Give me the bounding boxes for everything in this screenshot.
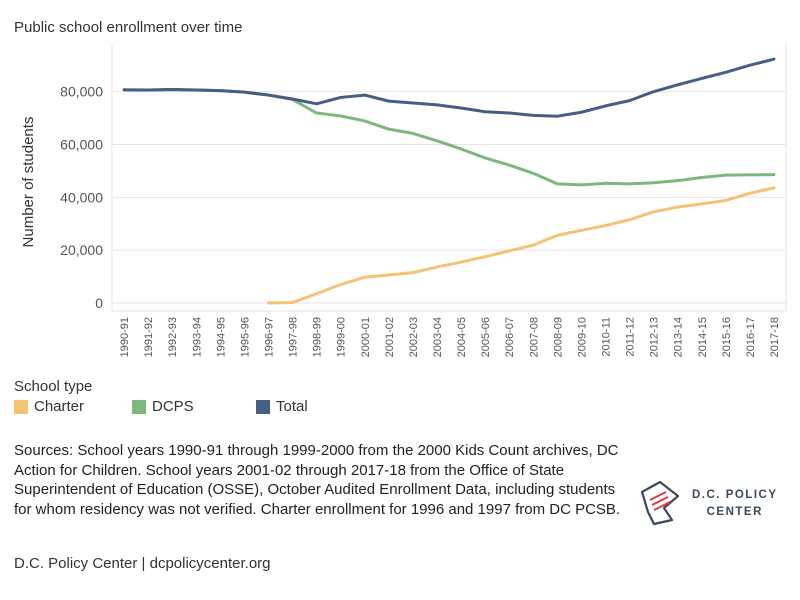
x-tick-label: 2015-16 xyxy=(721,317,733,357)
x-tick-label: 2006-07 xyxy=(504,317,516,357)
x-tick-label: 2003-04 xyxy=(432,317,444,357)
x-tick-label: 2013-14 xyxy=(673,317,685,357)
x-tick-label: 2012-13 xyxy=(649,317,661,357)
logo-line1: D.C. POLICY xyxy=(692,489,778,501)
legend-swatch-total xyxy=(256,399,270,414)
y-axis-label: Number of students xyxy=(20,117,37,248)
x-tick-label: 2016-17 xyxy=(745,317,757,357)
x-tick-label: 1993-94 xyxy=(191,317,203,357)
x-tick-label: 2002-03 xyxy=(408,317,420,357)
legend-item-dcps[interactable]: DCPS xyxy=(132,398,194,415)
logo-line2: CENTER xyxy=(706,506,763,518)
x-tick-label: 2010-11 xyxy=(600,317,612,357)
x-tick-label: 2014-15 xyxy=(697,317,709,357)
x-tick-label: 2011-12 xyxy=(625,317,637,357)
x-tick-label: 2008-09 xyxy=(552,317,564,357)
x-tick-label: 1991-92 xyxy=(143,317,155,357)
x-tick-label: 1992-93 xyxy=(167,317,179,357)
series-lines xyxy=(122,57,776,305)
x-tick-label: 2005-06 xyxy=(480,317,492,357)
x-tick-label: 1995-96 xyxy=(239,317,251,357)
x-tick-label: 2000-01 xyxy=(360,317,372,357)
x-tick-label: 2001-02 xyxy=(384,317,396,357)
y-tick-label: 20,000 xyxy=(60,242,103,258)
footer-credit: D.C. Policy Center | dcpolicycenter.org xyxy=(14,555,271,572)
dc-map-icon xyxy=(640,480,680,526)
legend-label-charter: Charter xyxy=(34,398,85,415)
series-line-dcps[interactable] xyxy=(122,88,776,187)
y-tick-labels: 0 20,000 40,000 60,000 80,000 xyxy=(60,84,103,311)
y-tick-label: 80,000 xyxy=(60,84,103,100)
x-tick-label: 2004-05 xyxy=(456,317,468,357)
x-tick-label: 1990-91 xyxy=(119,317,131,357)
sources-note: Sources: School years 1990-91 through 19… xyxy=(14,442,621,518)
dc-policy-center-logo[interactable]: D.C. POLICY CENTER xyxy=(636,478,786,528)
y-tick-label: 40,000 xyxy=(60,189,103,205)
x-tick-labels: 1990-91 1991-92 1992-93 1993-94 1994-95 1995-… xyxy=(119,317,781,357)
x-tick-label: 2007-08 xyxy=(528,317,540,357)
x-tick-label: 1998-99 xyxy=(312,317,324,357)
legend-label-total: Total xyxy=(276,398,308,415)
y-tick-label: 0 xyxy=(95,295,103,311)
y-tick-label: 60,000 xyxy=(60,136,103,152)
x-tick-label: 1996-97 xyxy=(263,317,275,357)
legend-swatch-charter xyxy=(14,399,28,414)
chart-title: Public school enrollment over time xyxy=(14,19,243,36)
legend-item-total[interactable]: Total xyxy=(256,398,308,415)
logo-wordmark: D.C. POLICY CENTER xyxy=(692,487,778,521)
legend-title: School type xyxy=(14,378,93,395)
legend-swatch-dcps xyxy=(132,399,146,414)
x-tick-label: 2017-18 xyxy=(769,317,781,357)
chart-svg: 0 20,000 40,000 60,000 80,000 1990-91 1991-92… xyxy=(20,44,787,357)
x-tick-label: 1999-00 xyxy=(336,317,348,357)
legend-label-dcps: DCPS xyxy=(152,398,194,415)
x-tick-label: 1994-95 xyxy=(215,317,227,357)
series-line-total[interactable] xyxy=(122,57,776,118)
x-tick-label: 1997-98 xyxy=(288,317,300,357)
series-line-charter[interactable] xyxy=(266,186,776,305)
x-tick-label: 2009-10 xyxy=(576,317,588,357)
legend-item-charter[interactable]: Charter xyxy=(14,398,84,415)
legend: Charter DCPS Total xyxy=(14,398,414,418)
